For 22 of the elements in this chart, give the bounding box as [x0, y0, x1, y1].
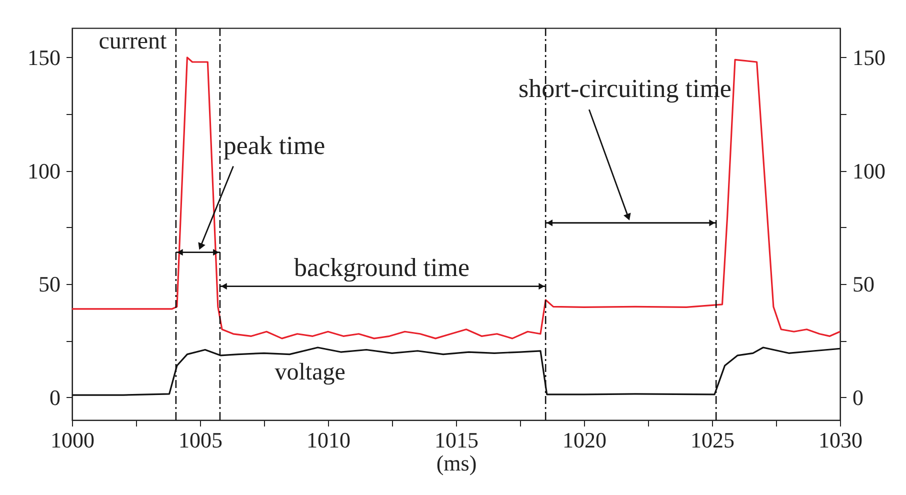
series-label: current — [98, 28, 168, 55]
y-tick-label: 150 — [28, 44, 60, 70]
x-tick-label: 1000 — [50, 428, 94, 452]
x-tick-label: 1005 — [178, 428, 222, 452]
annotation: background time — [294, 253, 470, 282]
y-tick-label: 50 — [38, 272, 60, 297]
annotation: peak time — [223, 130, 326, 160]
y-tick-label: 0 — [50, 384, 60, 410]
x-tick-label: 1030 — [818, 428, 862, 452]
y2-tick-label: 50 — [852, 272, 874, 297]
annotation: short-circuiting time — [518, 74, 732, 104]
y2-tick-label: 100 — [852, 158, 886, 184]
x-tick-label: 1010 — [306, 428, 350, 452]
y-tick-label: 100 — [28, 158, 60, 184]
x-axis-title: (ms) — [436, 450, 477, 476]
x-tick-label: 1020 — [562, 428, 606, 452]
x-tick-label: 1025 — [690, 428, 734, 452]
x-tick-label: 1015 — [434, 428, 478, 452]
y2-tick-label: 0 — [852, 384, 864, 410]
series-label: voltage — [274, 359, 346, 386]
line-series — [71, 56, 841, 340]
y2-tick-label: 150 — [852, 44, 886, 70]
